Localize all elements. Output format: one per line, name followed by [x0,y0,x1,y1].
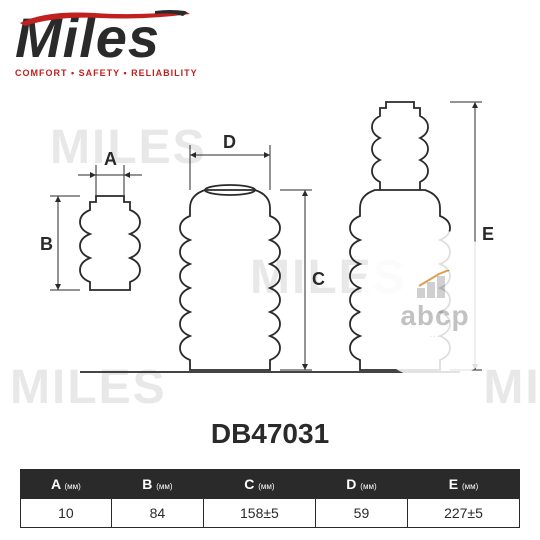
dim-label-c: C [312,269,325,289]
cell-c: 158±5 [203,499,315,528]
dim-label-b: B [40,234,53,254]
cell-b: 84 [111,499,203,528]
overlay-text: abcp [400,300,469,332]
overlay-watermark: abcp ··· [360,230,510,380]
spec-table: A (мм) B (мм) C (мм) D (мм) E (мм) 10 84… [20,469,520,528]
col-header-c: C (мм) [203,470,315,499]
dim-label-a: A [104,149,117,169]
greyhound-icon [15,8,195,28]
brand-logo: Miles COMFORT • SAFETY • RELIABILITY [15,10,198,78]
cell-e: 227±5 [408,499,520,528]
col-header-b: B (мм) [111,470,203,499]
brand-tagline: COMFORT • SAFETY • RELIABILITY [15,68,198,78]
col-header-e: E (мм) [408,470,520,499]
overlay-subtext: ··· [430,332,441,341]
bump-stop-small: A B [40,149,142,290]
dim-label-d: D [223,132,236,152]
dust-cover: D C [180,132,325,370]
cell-a: 10 [21,499,112,528]
overlay-icon [415,270,455,300]
col-header-d: D (мм) [315,470,407,499]
part-code: DB47031 [0,418,540,450]
table-header-row: A (мм) B (мм) C (мм) D (мм) E (мм) [21,470,520,499]
col-header-a: A (мм) [21,470,112,499]
table-row: 10 84 158±5 59 227±5 [21,499,520,528]
cell-d: 59 [315,499,407,528]
